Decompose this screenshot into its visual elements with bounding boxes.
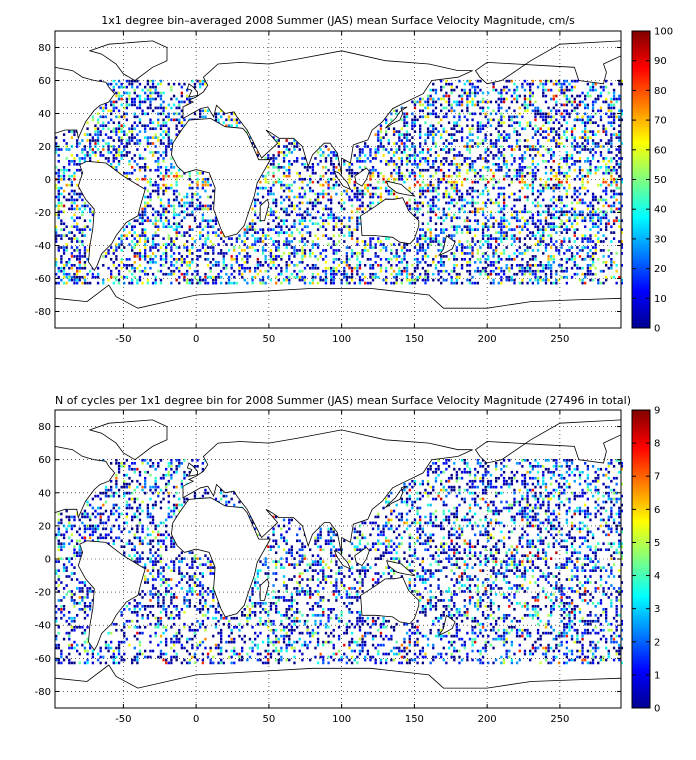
y-tick-label: 40 [38, 488, 51, 499]
y-tick-label: 40 [38, 109, 51, 120]
y-tick-label: -80 [35, 307, 51, 318]
coastlines [54, 419, 622, 709]
y-tick-label: 60 [38, 76, 51, 87]
colorbar-tick-label: 9 [654, 406, 660, 417]
colorbar-tick-label: 2 [654, 637, 660, 648]
x-tick-label: 100 [332, 334, 351, 345]
x-tick-label: 250 [550, 334, 569, 345]
x-tick-label: -50 [115, 714, 131, 725]
y-tick-label: 60 [38, 455, 51, 466]
x-tick-label: 200 [478, 714, 497, 725]
bin-cells [55, 459, 624, 665]
colorbar-tick-label: 30 [654, 234, 667, 245]
colorbar-tick-label: 20 [654, 264, 667, 275]
colorbar-tick-label: 0 [654, 324, 660, 335]
colorbar: 0 10 20 30 40 50 60 70 80 90 100 [631, 27, 673, 335]
y-tick-label: -40 [35, 241, 51, 252]
colorbar-tick-label: 5 [654, 538, 660, 549]
x-tick-label: 0 [193, 334, 199, 345]
y-tick-label: -20 [35, 588, 51, 599]
x-tick-label: 50 [263, 334, 276, 345]
coastlines [54, 40, 622, 329]
x-tick-label: 100 [332, 714, 351, 725]
colorbar-tick-label: 7 [654, 472, 660, 483]
y-tick-label: -60 [35, 274, 51, 285]
x-tick-label: 200 [478, 334, 497, 345]
y-tick-label: 80 [38, 422, 51, 433]
x-tick-label: 50 [263, 714, 276, 725]
colorbar-tick-label: 50 [654, 175, 667, 186]
colorbar-tick-label: 3 [654, 604, 660, 615]
colorbar-tick-label: 10 [654, 294, 667, 305]
colorbar: 0 1 2 3 4 5 6 7 8 9 [631, 406, 660, 715]
colorbar-tick-label: 1 [654, 670, 660, 681]
colorbar-tick-label: 4 [654, 571, 660, 582]
colorbar-tick-label: 80 [654, 86, 667, 97]
y-tick-label: 0 [45, 555, 51, 566]
y-tick-label: -80 [35, 687, 51, 698]
colorbar-tick-label: 90 [654, 56, 667, 67]
grid-lines [55, 31, 621, 328]
y-tick-label: 0 [45, 175, 51, 186]
colorbar-tick-label: 70 [654, 116, 667, 127]
colorbar-tick-label: 60 [654, 145, 667, 156]
y-tick-label: 20 [38, 521, 51, 532]
colorbar-tick-label: 0 [654, 704, 660, 715]
y-tick-label: -20 [35, 208, 51, 219]
cycles-map-title: N of cycles per 1x1 degree bin for 2008 … [55, 394, 631, 407]
colorbar-tick-label: 8 [654, 439, 660, 450]
x-tick-label: -50 [115, 334, 131, 345]
velocity-map: -50 0 50 100 150 200 250806040200-20-40-60-800… [35, 27, 673, 346]
y-tick-label: 20 [38, 142, 51, 153]
colorbar-tick-label: 6 [654, 505, 660, 516]
cycles-map: -50 0 50 100 150 200 250806040200-20-40-60-800… [35, 406, 661, 726]
y-tick-label: -40 [35, 621, 51, 632]
y-tick-label: 80 [38, 43, 51, 54]
colorbar-tick-label: 40 [654, 205, 667, 216]
x-tick-label: 250 [550, 714, 569, 725]
grid-lines [55, 410, 621, 708]
x-tick-label: 150 [405, 714, 424, 725]
x-tick-label: 0 [193, 714, 199, 725]
x-tick-label: 150 [405, 334, 424, 345]
colorbar-tick-label: 100 [654, 27, 673, 38]
velocity-map-title: 1x1 degree bin–averaged 2008 Summer (JAS… [101, 14, 575, 27]
y-tick-label: -60 [35, 654, 51, 665]
